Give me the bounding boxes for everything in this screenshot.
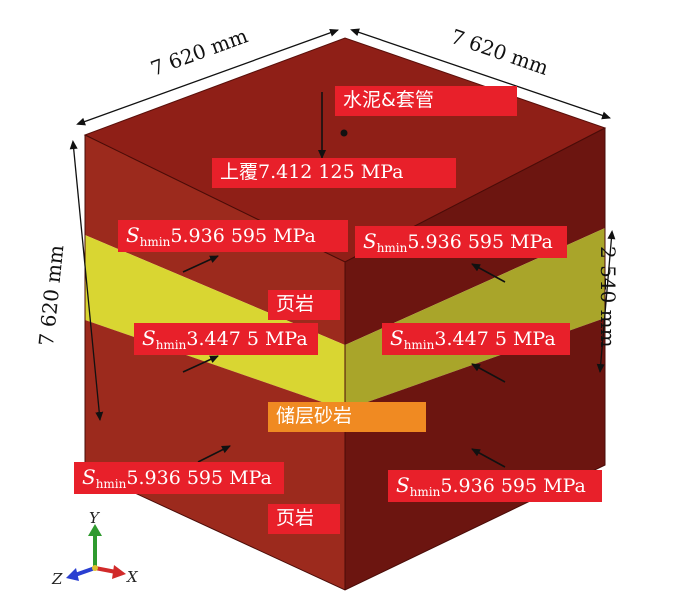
label-shmin-mid-right: Shmin3.447 5 MPa — [382, 323, 570, 355]
dim-right-layer: 2 540 mm — [596, 246, 620, 348]
stress-subscript: hmin — [155, 338, 187, 352]
stress-symbol: S — [396, 473, 410, 497]
dim-line-left-height — [69, 140, 104, 421]
right-face-sandstone — [345, 228, 605, 410]
dim-line-right-layer — [596, 230, 616, 373]
label-shale-upper: 页岩 — [268, 290, 340, 320]
stress-subscript: hmin — [403, 338, 435, 352]
axis-label-y: Y — [89, 509, 99, 527]
stress-symbol: S — [390, 326, 404, 350]
stress-value: 5.936 595 MPa — [126, 467, 272, 489]
label-reservoir-sand: 储层砂岩 — [268, 402, 426, 432]
stress-symbol: S — [142, 326, 156, 350]
stress-value: 5.936 595 MPa — [407, 231, 553, 253]
label-overburden: 上覆7.412 125 MPa — [212, 158, 456, 188]
stress-subscript: hmin — [409, 485, 441, 499]
label-shmin-mid-left: Shmin3.447 5 MPa — [134, 323, 318, 355]
arrow-shmin-mid-left — [182, 355, 219, 373]
label-shmin-bottom-left: Shmin5.936 595 MPa — [74, 462, 284, 494]
stress-symbol: S — [82, 465, 96, 489]
stress-value: 5.936 595 MPa — [440, 475, 586, 497]
stress-subscript: hmin — [95, 477, 127, 491]
label-shale-lower: 页岩 — [268, 504, 340, 534]
label-cement-casing: 水泥&套管 — [335, 86, 517, 116]
stress-symbol: S — [126, 223, 140, 247]
axis-triad — [66, 524, 126, 581]
arrow-shmin-mid-right — [471, 363, 506, 383]
axis-label-z: Z — [52, 570, 63, 588]
stress-value: 3.447 5 MPa — [186, 328, 308, 350]
dim-line-top-right — [350, 28, 611, 120]
stress-subscript: hmin — [376, 241, 408, 255]
label-shmin-top-left: Shmin5.936 595 MPa — [118, 220, 348, 252]
arrow-shmin-top-right — [471, 263, 506, 283]
stress-symbol: S — [363, 229, 377, 253]
stress-value: 3.447 5 MPa — [434, 328, 556, 350]
stress-value: 5.936 595 MPa — [170, 225, 316, 247]
label-shmin-top-right: Shmin5.936 595 MPa — [355, 226, 567, 258]
dim-line-top-left — [76, 28, 339, 126]
label-shmin-bottom-right: Shmin5.936 595 MPa — [388, 470, 602, 502]
arrow-shmin-top-left — [182, 255, 219, 273]
arrow-shmin-bottom-left — [197, 445, 231, 463]
wellbore-marker — [340, 129, 348, 137]
left-face-sandstone — [85, 235, 345, 410]
arrow-shmin-bottom-right — [471, 448, 506, 468]
axis-label-x: X — [127, 568, 138, 586]
stress-subscript: hmin — [139, 235, 171, 249]
